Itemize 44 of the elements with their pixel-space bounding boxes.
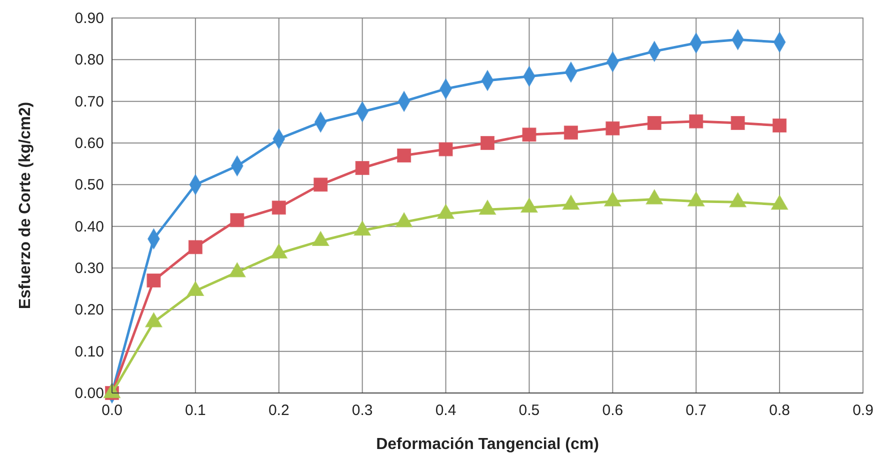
x-axis-title: Deformación Tangencial (cm): [376, 436, 599, 453]
point: [355, 160, 370, 176]
point: [145, 312, 162, 328]
y-tick-label: 0.30: [74, 260, 104, 277]
point: [606, 121, 620, 136]
point: [438, 142, 453, 156]
point: [228, 262, 246, 278]
point: [354, 220, 371, 236]
x-tick-label: 0.7: [686, 402, 707, 419]
x-tick-label: 0.3: [352, 402, 373, 419]
y-tick-label: 0.00: [74, 385, 104, 402]
point: [522, 128, 536, 142]
point: [314, 178, 328, 192]
point: [312, 231, 330, 246]
point: [272, 200, 286, 215]
point: [647, 116, 662, 130]
point: [397, 148, 412, 163]
y-tick-label: 0.80: [74, 52, 104, 69]
y-tick-label: 0.90: [74, 10, 104, 27]
x-tick-label: 0.9: [852, 402, 874, 419]
point: [270, 244, 288, 259]
y-tick-label: 0.20: [74, 302, 104, 319]
y-tick-label: 0.50: [74, 176, 104, 194]
y-axis-title: Esfuerzo de Corte (kg/cm2): [17, 102, 34, 310]
x-tick-label: 0.6: [602, 402, 624, 419]
x-tick-label: 0.4: [435, 402, 456, 419]
point: [730, 116, 745, 130]
x-tick-label: 0.0: [102, 402, 122, 419]
point: [230, 213, 244, 228]
y-tick-label: 0.40: [74, 218, 104, 236]
x-tick-label: 0.5: [518, 402, 540, 419]
x-tick-label: 0.8: [769, 402, 790, 419]
y-tick-label: 0.10: [74, 343, 104, 360]
x-tick-label: 0.2: [268, 402, 290, 419]
point: [564, 126, 578, 140]
point: [772, 118, 787, 133]
point: [188, 240, 202, 254]
point: [186, 281, 204, 296]
y-tick-label: 0.60: [74, 135, 104, 152]
point: [689, 114, 704, 128]
y-tick-label: 0.70: [74, 93, 104, 110]
point: [146, 273, 161, 288]
x-tick-label: 0.1: [185, 402, 206, 419]
point: [480, 136, 495, 150]
